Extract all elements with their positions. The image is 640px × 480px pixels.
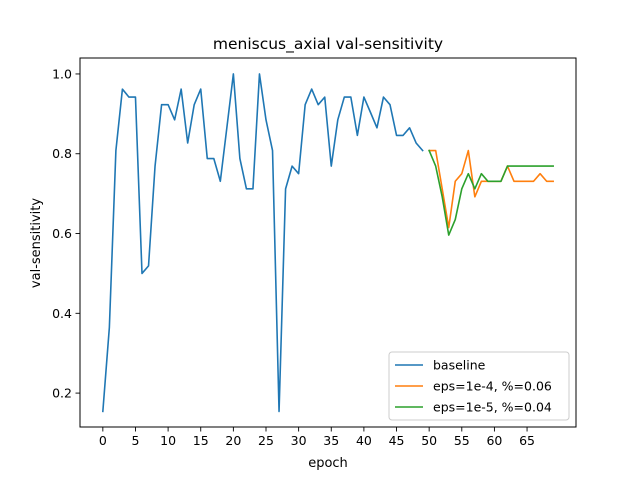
legend-label-2: eps=1e-5, %=0.04 [433,400,552,415]
y-tick-label: 0.6 [52,226,72,241]
series-layer [101,73,554,413]
legend-box [388,351,570,421]
y-axis-label: val-sensitivity [29,198,44,288]
x-tick-label: 45 [389,433,405,448]
y-tick-label: 1.0 [52,66,72,81]
legend-label-1: eps=1e-4, %=0.06 [433,379,552,394]
x-tick-label: 35 [323,433,339,448]
y-tick-label: 0.2 [52,386,72,401]
x-axis-label: epoch [308,456,348,471]
plot-frame [79,57,577,428]
legend-label-0: baseline [433,358,486,373]
x-tick-label: 40 [356,433,372,448]
x-tick-label: 20 [225,433,241,448]
y-axis: 0.2 0.4 0.6 0.8 1.0 [52,66,80,401]
x-tick-label: 5 [131,433,139,448]
series-line-2 [428,149,554,236]
x-tick-label: 65 [519,433,535,448]
legend: baseline eps=1e-4, %=0.06 eps=1e-5, %=0.04 [388,351,570,421]
x-tick-label: 30 [291,433,307,448]
series-line-0 [101,73,424,413]
chart-title: meniscus_axial val-sensitivity [213,35,443,54]
x-tick-label: 10 [160,433,176,448]
x-tick-label: 0 [99,433,107,448]
x-tick-label: 50 [421,433,437,448]
x-axis: 0 5 10 15 20 25 30 35 40 45 50 55 60 65 [99,427,535,448]
x-tick-label: 15 [193,433,209,448]
x-tick-label: 55 [454,433,470,448]
x-tick-label: 25 [258,433,274,448]
x-tick-label: 60 [486,433,502,448]
y-tick-label: 0.8 [52,146,72,161]
y-tick-label: 0.4 [52,306,72,321]
